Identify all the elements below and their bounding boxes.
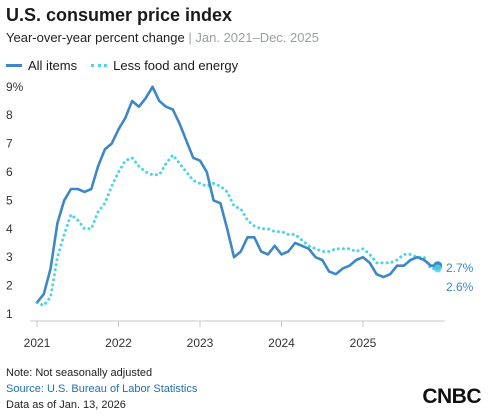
legend-label-all-items: All items — [28, 58, 78, 73]
x-tick-label: 2022 — [105, 336, 132, 350]
legend-item-core: Less food and energy — [91, 58, 238, 73]
chart-legend: All items Less food and energy — [6, 58, 252, 73]
y-tick-label: 3 — [6, 250, 13, 264]
end-marker-core — [433, 264, 442, 273]
end-label-core: 2.6% — [446, 280, 474, 294]
x-tick-label: 2025 — [350, 336, 377, 350]
subtitle-separator: | — [184, 30, 196, 45]
legend-label-core: Less food and energy — [113, 58, 239, 73]
cnbc-logo: CNBC — [422, 385, 481, 408]
x-axis-ticks: 2021 2022 2023 2024 2025 — [24, 321, 377, 350]
y-tick-label: 7 — [6, 137, 13, 151]
source-link[interactable]: U.S. Bureau of Labor Statistics — [46, 383, 198, 395]
y-axis-ticks: 1 2 3 4 5 6 7 8 9% — [6, 80, 24, 321]
y-tick-label: 8 — [6, 108, 13, 122]
legend-item-all-items: All items — [6, 58, 77, 73]
x-tick-label: 2021 — [24, 336, 51, 350]
subtitle-date-range: Jan. 2021–Dec. 2025 — [195, 30, 319, 45]
footer-source: Source: U.S. Bureau of Labor Statistics — [6, 383, 197, 395]
source-prefix: Source: — [6, 383, 47, 395]
series-line-core — [35, 153, 440, 307]
y-tick-label: 6 — [6, 165, 13, 179]
y-tick-label: 4 — [6, 222, 13, 236]
x-tick-label: 2024 — [268, 336, 295, 350]
legend-swatch-solid — [6, 64, 22, 67]
chart-subtitle: Year-over-year percent change | Jan. 202… — [6, 30, 319, 45]
y-tick-label: 5 — [6, 193, 13, 207]
end-label-all-items: 2.7% — [446, 261, 474, 275]
y-tick-label: 1 — [6, 307, 13, 321]
x-tick-label: 2023 — [187, 336, 214, 350]
footer-data-date: Data as of Jan. 13, 2026 — [6, 399, 126, 411]
y-tick-label: 2 — [6, 279, 13, 293]
subtitle-main: Year-over-year percent change — [6, 30, 185, 45]
legend-swatch-dotted — [91, 64, 108, 67]
footer-note: Note: Not seasonally adjusted — [6, 367, 153, 379]
series-line-all-items — [35, 85, 438, 304]
y-tick-label: 9% — [6, 80, 24, 94]
chart-title: U.S. consumer price index — [6, 5, 233, 25]
